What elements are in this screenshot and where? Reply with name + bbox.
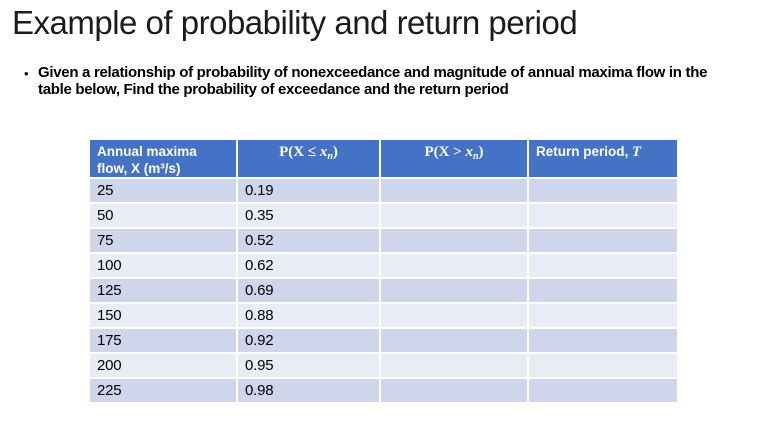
cell-flow: 175 bbox=[90, 328, 238, 354]
table-row: 25 0.19 bbox=[90, 178, 677, 204]
cell-p-nonexceedance: 0.19 bbox=[237, 178, 381, 204]
math-pre: P(X ≤ bbox=[279, 144, 320, 160]
probability-table: Annual maxima flow, X (m³/s) P(X ≤ xn) P(… bbox=[90, 140, 677, 404]
cell-p-exceedance bbox=[380, 278, 529, 304]
table-row: 150 0.88 bbox=[90, 303, 677, 329]
cell-p-nonexceedance: 0.35 bbox=[237, 203, 381, 229]
cell-p-nonexceedance: 0.92 bbox=[237, 328, 381, 354]
table-row: 200 0.95 bbox=[90, 353, 677, 379]
header-annual-maxima-line2: flow, X (m³/s) bbox=[97, 161, 181, 176]
cell-p-nonexceedance: 0.95 bbox=[237, 353, 381, 379]
cell-flow: 75 bbox=[90, 228, 238, 254]
cell-p-nonexceedance: 0.98 bbox=[237, 378, 381, 404]
math-var-T: T bbox=[632, 144, 641, 160]
cell-p-nonexceedance: 0.62 bbox=[237, 253, 381, 279]
math-var: x bbox=[319, 144, 328, 160]
math-sub: n bbox=[472, 151, 479, 162]
math-var: x bbox=[465, 144, 473, 160]
cell-return-period bbox=[528, 228, 677, 254]
bullet-text: Given a relationship of probability of n… bbox=[38, 64, 708, 98]
cell-return-period bbox=[528, 278, 677, 304]
table-body: 25 0.19 50 0.35 75 0.52 100 0.62 bbox=[90, 178, 677, 404]
cell-flow: 50 bbox=[90, 203, 238, 229]
bullet-icon: • bbox=[24, 66, 29, 81]
math-post: ) bbox=[332, 144, 338, 160]
cell-flow: 100 bbox=[90, 253, 238, 279]
table-row: 100 0.62 bbox=[90, 253, 677, 279]
header-return-period-label: Return period, bbox=[536, 144, 633, 159]
cell-return-period bbox=[528, 378, 677, 404]
cell-p-exceedance bbox=[380, 378, 529, 404]
cell-p-exceedance bbox=[380, 253, 529, 279]
cell-flow: 150 bbox=[90, 303, 238, 329]
table-row: 225 0.98 bbox=[90, 378, 677, 404]
cell-p-nonexceedance: 0.88 bbox=[237, 303, 381, 329]
cell-p-nonexceedance: 0.69 bbox=[237, 278, 381, 304]
math-sub: n bbox=[327, 151, 333, 162]
cell-flow: 25 bbox=[90, 178, 238, 204]
cell-p-exceedance bbox=[380, 328, 529, 354]
table-row: 50 0.35 bbox=[90, 203, 677, 229]
math-pre: P(X > bbox=[424, 144, 466, 160]
table-header-row: Annual maxima flow, X (m³/s) P(X ≤ xn) P(… bbox=[90, 140, 677, 179]
math-post: ) bbox=[478, 144, 484, 160]
bullet-item: • Given a relationship of probability of… bbox=[24, 64, 736, 98]
table-row: 125 0.69 bbox=[90, 278, 677, 304]
header-annual-maxima-flow: Annual maxima flow, X (m³/s) bbox=[90, 140, 238, 179]
cell-flow: 225 bbox=[90, 378, 238, 404]
table-row: 75 0.52 bbox=[90, 228, 677, 254]
cell-p-exceedance bbox=[380, 228, 529, 254]
cell-return-period bbox=[528, 328, 677, 354]
cell-flow: 125 bbox=[90, 278, 238, 304]
cell-p-exceedance bbox=[380, 303, 529, 329]
cell-p-exceedance bbox=[380, 203, 529, 229]
header-prob-exceedance: P(X > xn) bbox=[380, 140, 529, 179]
header-annual-maxima-line1: Annual maxima bbox=[97, 144, 197, 159]
cell-return-period bbox=[528, 353, 677, 379]
slide-title: Example of probability and return period bbox=[12, 4, 578, 41]
table-row: 175 0.92 bbox=[90, 328, 677, 354]
cell-return-period bbox=[528, 303, 677, 329]
cell-p-exceedance bbox=[380, 178, 529, 204]
cell-return-period bbox=[528, 203, 677, 229]
header-prob-nonexceedance: P(X ≤ xn) bbox=[237, 140, 381, 179]
cell-return-period bbox=[528, 253, 677, 279]
cell-p-exceedance bbox=[380, 353, 529, 379]
cell-flow: 200 bbox=[90, 353, 238, 379]
cell-p-nonexceedance: 0.52 bbox=[237, 228, 381, 254]
cell-return-period bbox=[528, 178, 677, 204]
header-return-period: Return period, T bbox=[528, 140, 677, 179]
